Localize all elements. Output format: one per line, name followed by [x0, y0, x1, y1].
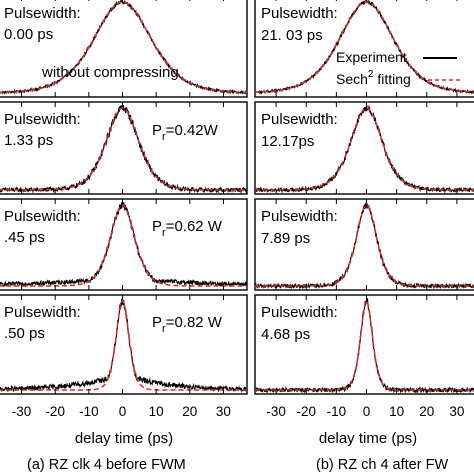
x-tick-label: -20 — [296, 404, 316, 419]
annotation-pulsewidth-label: Pulsewidth: — [4, 111, 81, 128]
annotation-pulsewidth-value: 7.89 ps — [261, 230, 310, 247]
x-axis-label-b: delay time (ps) — [319, 430, 417, 447]
annotation-pulsewidth-label: Pulsewidth: — [261, 208, 338, 225]
annotation-pump-power: Pr=0.62 W — [152, 218, 223, 239]
plot-area — [255, 203, 474, 290]
plot-area — [0, 298, 247, 394]
x-tick-label: -10 — [79, 404, 99, 419]
pump-power-subscript: r — [162, 323, 166, 335]
annotation-pulsewidth-label: Pulsewidth: — [4, 5, 81, 22]
x-tick-label: 20 — [182, 404, 197, 419]
legend: Experiment Sech2 fitting — [336, 49, 460, 87]
pump-power-value: =0.62 W — [166, 218, 223, 235]
panel-b-3: Pulsewidth: 7.89 ps — [254, 198, 474, 291]
panel-b-2: Pulsewidth: 12.17ps — [254, 101, 474, 195]
annotation-pulsewidth-value: 4.68 ps — [261, 326, 310, 343]
panel-a-1: Pulsewidth: 0.00 ps without compressing — [0, 0, 248, 98]
x-axis-label-a: delay time (ps) — [75, 430, 173, 447]
annotation-pulsewidth-value: .50 ps — [4, 325, 45, 342]
x-tick-label: 0 — [363, 404, 371, 419]
annotation-pulsewidth-value: 21. 03 ps — [261, 27, 323, 44]
panel-a-2: Pulsewidth: 1.33 ps Pr=0.42W — [0, 101, 248, 195]
annotation-pulsewidth-value: 1.33 ps — [4, 132, 53, 149]
sech2-fit-curve — [0, 107, 247, 191]
pump-power-symbol: P — [152, 314, 162, 331]
panel-b-1: Pulsewidth: 21. 03 ps — [254, 0, 474, 98]
x-tick-label: -10 — [327, 404, 347, 419]
legend-label-fit: Sech2 fitting — [336, 69, 411, 87]
pump-power-symbol: P — [152, 122, 162, 139]
panel-b-4: Pulsewidth: 4.68 ps — [254, 294, 474, 395]
x-tick-label: 30 — [216, 404, 231, 419]
x-tick-label: -20 — [45, 404, 65, 419]
plot-area — [0, 0, 247, 96]
pump-power-value: =0.42W — [166, 122, 219, 139]
caption-b: (b) RZ ch 4 after FW — [316, 457, 448, 473]
caption-a: (a) RZ clk 4 before FWM — [27, 457, 186, 473]
legend-label-fit-rest: fitting — [373, 71, 410, 87]
sech2-fit-curve — [255, 204, 474, 287]
panel-a-4: Pulsewidth: .50 ps Pr=0.82 W — [0, 294, 248, 395]
experiment-trace — [255, 203, 474, 290]
x-tick-label: 0 — [119, 404, 127, 419]
x-tick-label: 20 — [419, 404, 434, 419]
annotation-pulsewidth-value: .45 ps — [4, 229, 45, 246]
panel-a-3: Pulsewidth: .45 ps Pr=0.62 W — [0, 198, 248, 291]
x-axis-a: -30 -20 -10 0 10 20 30 — [12, 404, 231, 419]
annotation-pulsewidth-label: Pulsewidth: — [261, 5, 338, 22]
plot-area — [255, 0, 474, 95]
annotation-pump-power: Pr=0.82 W — [152, 314, 223, 335]
annotation-pulsewidth-label: Pulsewidth: — [4, 304, 81, 321]
annotation-pulsewidth-value: 12.17ps — [261, 133, 314, 150]
x-tick-label: 30 — [449, 404, 464, 419]
experiment-trace — [0, 298, 247, 394]
sech2-fit-curve — [0, 204, 247, 287]
pump-power-subscript: r — [162, 227, 166, 239]
annotation-pulsewidth-label: Pulsewidth: — [261, 111, 338, 128]
annotation-pulsewidth-label: Pulsewidth: — [261, 304, 338, 321]
legend-label-experiment: Experiment — [336, 49, 407, 65]
sech2-fit-curve — [0, 299, 247, 391]
sech2-fit-curve — [0, 1, 247, 94]
annotation-pump-power: Pr=0.42W — [152, 122, 219, 143]
sech2-fit-curve — [255, 1, 474, 94]
x-axis-b: -30 -20 -10 0 10 20 30 — [266, 404, 464, 419]
x-tick-label: 10 — [389, 404, 404, 419]
pump-power-symbol: P — [152, 218, 162, 235]
annotation-note: without compressing — [41, 64, 179, 81]
pump-power-value: =0.82 W — [166, 314, 223, 331]
annotation-pulsewidth-label: Pulsewidth: — [4, 208, 81, 225]
x-tick-label: -30 — [266, 404, 286, 419]
legend-label-fit-main: Sech — [336, 71, 368, 87]
sech2-fit-curve — [255, 107, 474, 191]
plot-area — [0, 105, 247, 194]
annotation-pulsewidth-value: 0.00 ps — [4, 26, 53, 43]
pump-power-subscript: r — [162, 131, 166, 143]
x-tick-label: -30 — [12, 404, 32, 419]
x-tick-label: 10 — [149, 404, 164, 419]
legend-label-fit-sup: 2 — [368, 69, 374, 80]
